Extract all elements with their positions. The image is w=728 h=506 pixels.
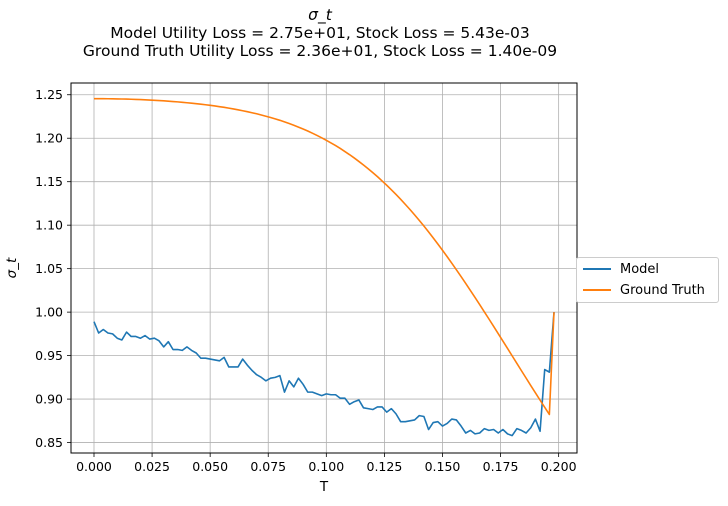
y-tick-label: 1.05 [35, 261, 63, 276]
x-tick-label: 0.200 [541, 459, 577, 474]
y-tick-label: 1.25 [35, 87, 63, 102]
x-tick-label: 0.100 [308, 459, 344, 474]
y-tick-label: 0.85 [35, 435, 63, 450]
chart-title: σ_t [308, 6, 332, 24]
legend-swatch-model [583, 268, 611, 270]
x-tick-label: 0.175 [483, 459, 519, 474]
x-tick-label: 0.150 [425, 459, 461, 474]
legend-label-model: Model [620, 261, 660, 277]
x-tick-label: 0.025 [134, 459, 170, 474]
legend: Model Ground Truth [576, 257, 719, 303]
legend-label-ground-truth: Ground Truth [620, 282, 705, 298]
grid-lines [71, 83, 577, 453]
y-axis-label: σ_t [4, 257, 20, 278]
chart-subtitle-model: Model Utility Loss = 2.75e+01, Stock Los… [110, 24, 530, 42]
series-lines [93, 97, 555, 437]
y-tick-label: 1.15 [35, 174, 63, 189]
x-tick-label: 0.050 [192, 459, 228, 474]
legend-item-model: Model [583, 261, 659, 277]
y-tick-label: 1.20 [35, 131, 63, 146]
y-tick-label: 1.00 [35, 305, 63, 320]
y-tick-label: 0.95 [35, 348, 63, 363]
x-tick-label: 0.125 [367, 459, 403, 474]
legend-item-ground-truth: Ground Truth [583, 282, 705, 298]
chart-subtitle-ground-truth: Ground Truth Utility Loss = 2.36e+01, St… [82, 42, 558, 60]
axis-ticks: 0.000 0.025 0.050 0.075 0.100 0.125 0.150 0.175… [35, 87, 576, 474]
model-series-line [93, 312, 555, 437]
x-tick-label: 0.000 [76, 459, 112, 474]
y-tick-label: 1.10 [35, 218, 63, 233]
x-axis-label: T [319, 479, 329, 495]
ground-truth-series-line [94, 97, 555, 416]
x-tick-label: 0.075 [250, 459, 286, 474]
legend-swatch-ground-truth [583, 289, 611, 291]
y-tick-label: 0.90 [35, 392, 63, 407]
